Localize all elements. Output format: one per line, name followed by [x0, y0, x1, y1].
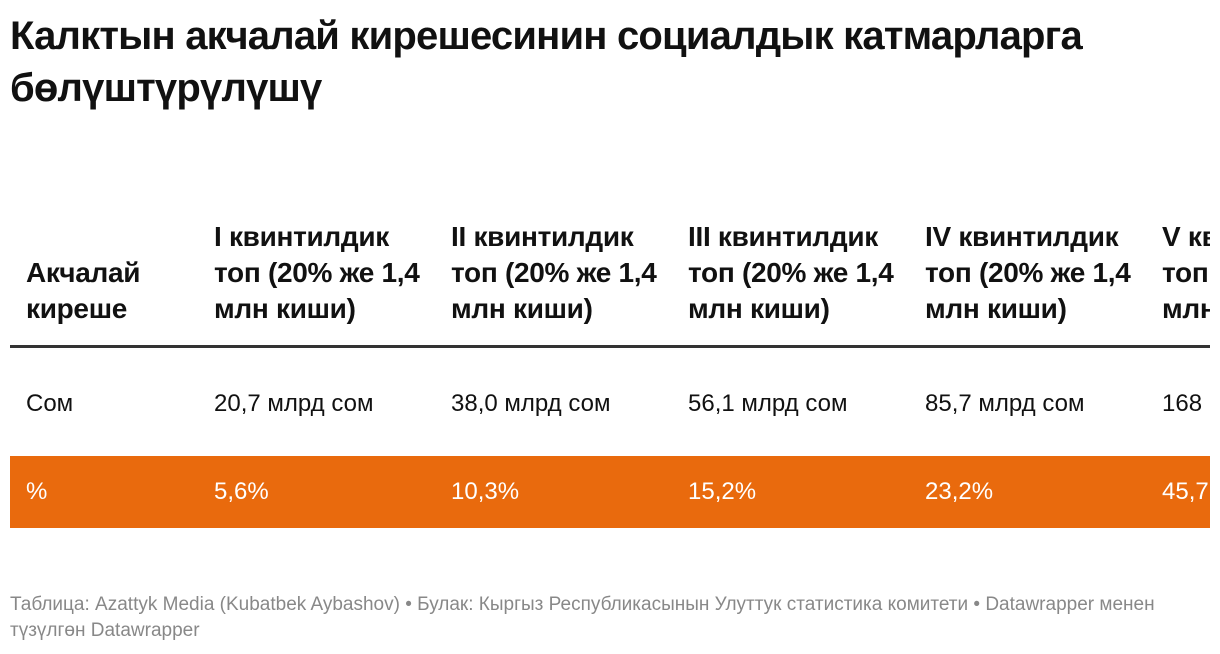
column-header: V квинтилдик топ (20% же 1,4 млн киши)	[1147, 170, 1210, 348]
table-cell: 45,7	[1147, 456, 1210, 528]
table-cell: 56,1 млрд сом	[688, 389, 848, 417]
column-header: I квинтилдик топ (20% же 1,4 млн киши)	[199, 170, 436, 348]
table-header-row: Акчалай киреше I квинтилдик топ (20% же …	[10, 170, 1210, 348]
data-table-wrapper[interactable]: Акчалай киреше I квинтилдик топ (20% же …	[10, 170, 1210, 554]
table-cell: 85,7 млрд сом	[925, 389, 1085, 417]
row-label: %	[10, 456, 199, 528]
table-cell: 5,6%	[199, 456, 436, 528]
table-cell: 23,2%	[910, 456, 1147, 528]
table-cell: 10,3%	[436, 456, 673, 528]
source-footer: Таблица: Azattyk Media (Kubatbek Aybasho…	[10, 594, 1155, 641]
column-header: Акчалай киреше	[10, 170, 199, 348]
table-row-highlighted: % 5,6% 10,3% 15,2% 23,2% 45,7	[10, 456, 1210, 528]
chart-title: Калктын акчалай кирешесинин социалдык ка…	[10, 14, 1083, 110]
table-cell: 168	[1162, 389, 1203, 417]
table-row: Сом 20,7 млрд сом 38,0 млрд сом 56,1 млр…	[10, 346, 1210, 456]
table-cell: 20,7 млрд сом	[214, 389, 374, 417]
row-label: Сом	[26, 389, 74, 417]
table-cell: 38,0 млрд сом	[451, 389, 611, 417]
data-table: Акчалай киреше I квинтилдик топ (20% же …	[10, 170, 1210, 528]
table-cell: 15,2%	[673, 456, 910, 528]
column-header: III квинтилдик топ (20% же 1,4 млн киши)	[673, 170, 910, 348]
column-header: IV квинтилдик топ (20% же 1,4 млн киши)	[910, 170, 1147, 348]
column-header: II квинтилдик топ (20% же 1,4 млн киши)	[436, 170, 673, 348]
